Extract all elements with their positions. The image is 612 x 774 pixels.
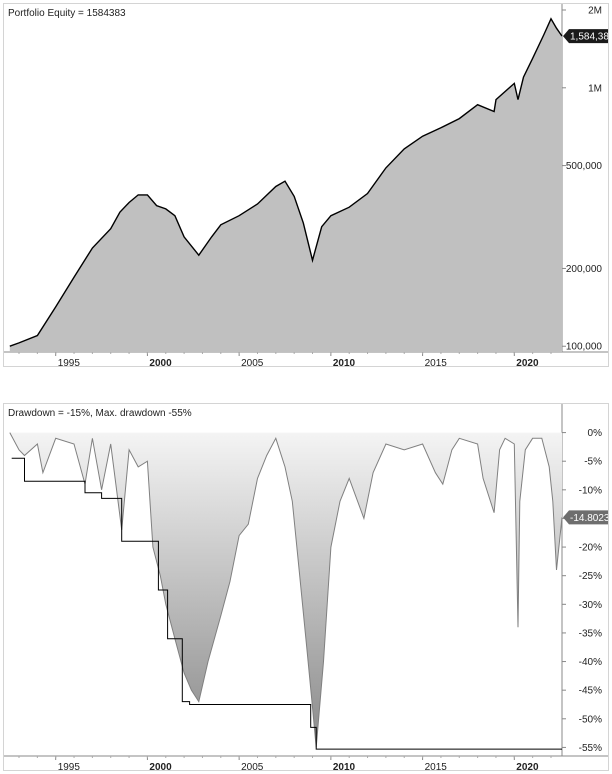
equity-x-tick-label: 2010: [333, 358, 356, 366]
drawdown-x-tick-label: 2000: [149, 762, 172, 770]
drawdown-y-tick-label: -55%: [579, 743, 602, 754]
equity-y-tick-label: 2M: [588, 6, 602, 17]
equity-x-tick-label: 2000: [149, 358, 172, 366]
drawdown-y-tick-label: -50%: [579, 714, 602, 725]
equity-y-tick-label: 100,000: [566, 342, 603, 353]
drawdown-y-tick-label: -30%: [579, 600, 602, 611]
equity-y-tick-label: 1M: [588, 83, 602, 94]
equity-y-tick-label: 200,000: [566, 264, 603, 275]
equity-area: [9, 18, 563, 353]
equity-x-tick-label: 2005: [241, 358, 264, 366]
drawdown-x-tick-label: 2020: [516, 762, 539, 770]
drawdown-x-tick-label: 2005: [241, 762, 264, 770]
equity-last-value-tag: 1,584,383: [563, 29, 608, 44]
equity-x-tick-label: 2020: [516, 358, 539, 366]
drawdown-last-value-tag-shape: [563, 510, 608, 525]
drawdown-y-tick-label: -10%: [579, 485, 602, 496]
drawdown-max-drawdown-line: [11, 457, 562, 750]
drawdown-y-tick-label: -20%: [579, 543, 602, 554]
equity-x-tick-label: 1995: [58, 358, 81, 366]
drawdown-y-tick-label: -40%: [579, 657, 602, 668]
drawdown-area: [9, 432, 563, 748]
equity-last-value-label: 1,584,383: [570, 32, 608, 43]
drawdown-y-tick-label: -5%: [584, 457, 602, 468]
drawdown-x-tick-label: 1995: [58, 762, 81, 770]
equity-last-value-tag-shape: [563, 29, 608, 44]
drawdown-y-tick-label: -45%: [579, 686, 602, 697]
drawdown-last-value-tag: -14.8023: [563, 510, 608, 525]
drawdown-chart: Drawdown = -15%, Max. drawdown -55% 0% -5…: [4, 404, 608, 770]
drawdown-chart-title: Drawdown = -15%, Max. drawdown -55%: [8, 408, 192, 419]
drawdown-y-tick-label: -35%: [579, 628, 602, 639]
drawdown-last-value-label: -14.8023: [570, 513, 608, 524]
drawdown-y-tick-label: 0%: [588, 428, 603, 439]
equity-chart-panel: Portfolio Equity = 1584383 2M 1M 500,000 20…: [3, 3, 609, 367]
drawdown-x-tick-label: 2010: [333, 762, 356, 770]
drawdown-y-tick-label: -25%: [579, 571, 602, 582]
equity-chart-title: Portfolio Equity = 1584383: [8, 8, 126, 19]
equity-x-tick-label: 2015: [425, 358, 448, 366]
drawdown-x-tick-label: 2015: [425, 762, 448, 770]
drawdown-series-line: [9, 432, 563, 748]
equity-chart: Portfolio Equity = 1584383 2M 1M 500,000 20…: [4, 4, 608, 366]
drawdown-chart-panel: Drawdown = -15%, Max. drawdown -55% 0% -5…: [3, 403, 609, 771]
equity-y-tick-label: 500,000: [566, 161, 603, 172]
equity-series-line: [9, 17, 563, 347]
